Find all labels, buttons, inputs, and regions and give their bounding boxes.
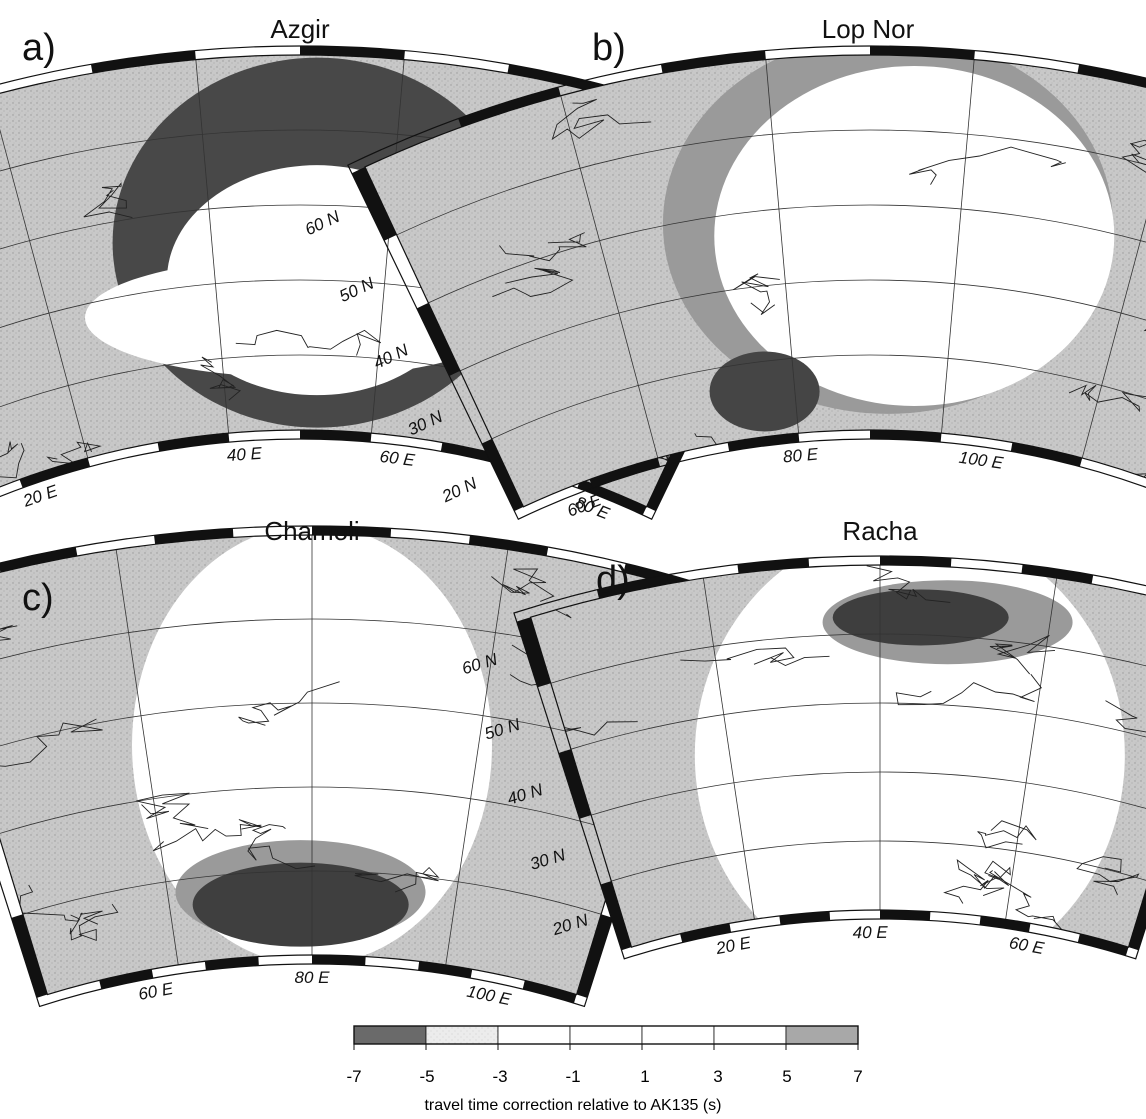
border-line xyxy=(551,98,652,141)
lon-label-1-2: 100 E xyxy=(958,448,1005,473)
graticule-meridian xyxy=(1081,95,1146,459)
border-line xyxy=(895,673,1043,706)
border-line xyxy=(989,634,1056,675)
graticule-parallel xyxy=(428,204,1146,304)
lon-label-3-2: 60 E xyxy=(1008,933,1046,958)
border-line xyxy=(235,329,382,356)
border-line xyxy=(354,866,440,893)
colorbar-frame xyxy=(353,1025,859,1045)
anomaly-dark-south xyxy=(192,862,409,947)
graticule-meridian xyxy=(195,59,229,434)
border-line xyxy=(69,903,119,942)
border-line xyxy=(491,568,555,602)
colorbar-tick-3: -1 xyxy=(565,1067,580,1086)
border-line xyxy=(16,884,103,925)
colorbar-tick-2: -3 xyxy=(492,1067,507,1086)
colorbar-bin xyxy=(641,1025,715,1045)
border-line xyxy=(956,859,1010,897)
panel-c-title: Chamoli xyxy=(264,516,359,546)
colorbar-label: travel time correction relative to AK135… xyxy=(424,1097,721,1114)
border-line xyxy=(200,356,242,401)
lat-label-2-4: 10 N xyxy=(0,951,2,980)
colorbar-bin xyxy=(353,1025,427,1045)
graticule-meridian xyxy=(941,59,975,434)
panel-racha: 60 N50 N40 N30 N20 N20 E40 E60 E xyxy=(460,555,1146,960)
graticule-parallel xyxy=(396,129,1146,236)
map-frame xyxy=(347,45,1146,521)
lon-label-2-1: 80 E xyxy=(295,968,331,987)
panel-d-letter: d) xyxy=(596,559,630,601)
border-line xyxy=(1068,384,1146,413)
anomaly-dark-south xyxy=(709,351,820,432)
anomaly-neutral-band xyxy=(85,257,515,378)
lon-label-0-1: 40 E xyxy=(226,444,263,465)
border-line xyxy=(0,718,103,776)
graticule-meridian xyxy=(702,578,755,920)
panel-a-letter: a) xyxy=(22,27,56,69)
colorbar-tick-4: 1 xyxy=(640,1067,649,1086)
border-line xyxy=(152,819,263,852)
anomaly-neutral-core xyxy=(714,65,1115,406)
colorbar-tick-1: -5 xyxy=(419,1067,434,1086)
panel-d-title: Racha xyxy=(842,516,918,546)
border-line xyxy=(499,232,587,262)
lon-label-1-1: 80 E xyxy=(782,444,819,466)
border-line xyxy=(866,565,951,603)
graticule-meridian xyxy=(115,549,179,965)
border-line xyxy=(0,441,25,480)
border-line xyxy=(977,820,1037,849)
border-line xyxy=(680,647,830,666)
graticule-meridian xyxy=(1005,578,1058,920)
colorbar xyxy=(353,1025,859,1050)
colorbar-bin xyxy=(425,1025,499,1045)
colorbar-tick-5: 3 xyxy=(713,1067,722,1086)
border-line xyxy=(943,860,1011,904)
colorbar-tick-7: 7 xyxy=(853,1067,862,1086)
colorbar-bin xyxy=(569,1025,643,1045)
colorbar-bin xyxy=(713,1025,787,1045)
graticule-meridian xyxy=(560,95,659,459)
border-line xyxy=(46,441,102,468)
panel-b-title: Lop Nor xyxy=(822,14,915,44)
lon-label-3-1: 40 E xyxy=(853,923,889,942)
colorbar-bin xyxy=(785,1025,859,1045)
map-frame xyxy=(513,555,1146,960)
border-line xyxy=(989,870,1066,934)
graticule-parallel xyxy=(459,279,1146,372)
lon-label-2-0: 60 E xyxy=(137,979,175,1004)
colorbar-tick-0: -7 xyxy=(346,1067,361,1086)
border-line xyxy=(909,146,1066,185)
lat-label-1-4: 20 N xyxy=(438,473,480,506)
border-line xyxy=(136,792,209,830)
border-line xyxy=(83,182,133,219)
border-line xyxy=(492,267,574,298)
border-line xyxy=(1105,700,1146,780)
panel-a-title: Azgir xyxy=(270,14,330,44)
border-line xyxy=(733,273,780,315)
graticule-parallel xyxy=(491,354,1146,440)
graticule-meridian xyxy=(0,95,89,459)
panel-b-letter: b) xyxy=(592,27,626,69)
border-line xyxy=(0,624,18,645)
anomaly-dark-north xyxy=(832,589,1009,646)
panel-c-letter: c) xyxy=(22,577,54,619)
border-line xyxy=(247,824,316,870)
colorbar-tick-6: 5 xyxy=(782,1067,791,1086)
border-line xyxy=(1121,139,1146,190)
lon-label-0-2: 60 E xyxy=(379,447,417,470)
lon-label-3-0: 20 E xyxy=(714,933,753,958)
graticule-meridian xyxy=(445,549,509,965)
border-line xyxy=(238,681,340,726)
graticule-meridian xyxy=(765,59,799,434)
graticule-meridian xyxy=(371,59,405,434)
colorbar-bin xyxy=(497,1025,571,1045)
border-line xyxy=(1076,856,1140,895)
